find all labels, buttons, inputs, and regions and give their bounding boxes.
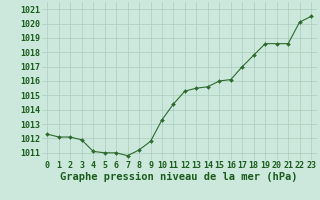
X-axis label: Graphe pression niveau de la mer (hPa): Graphe pression niveau de la mer (hPa) xyxy=(60,172,298,182)
